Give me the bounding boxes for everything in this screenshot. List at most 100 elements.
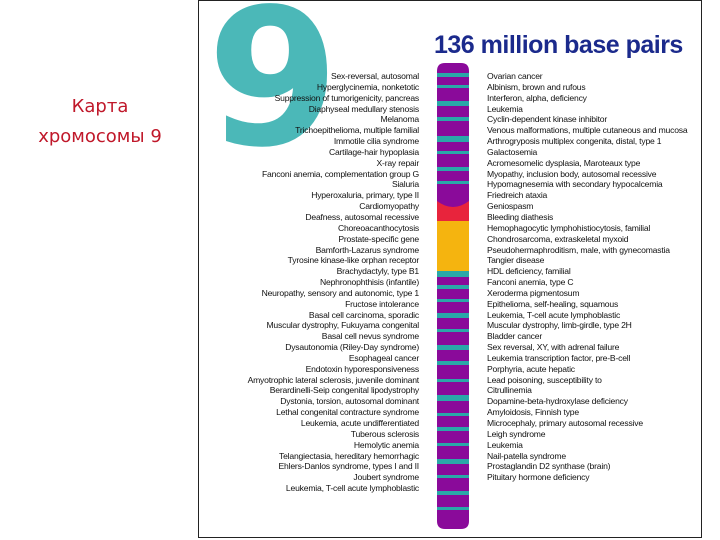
right-disease-label: Pseudohermaphroditism, male, with gyneco… <box>487 244 670 255</box>
left-disease-list: Sex-reversal, autosomal Hyperglycinemia, … <box>247 71 420 494</box>
left-disease-label: Hemolytic anemia <box>353 439 419 450</box>
band <box>437 285 469 289</box>
right-disease-label: Lead poisoning, susceptibility to <box>487 374 602 385</box>
right-disease-label: Hemophagocytic lymphohistiocytosis, fami… <box>487 222 651 233</box>
left-disease-label: Nephronophthisis (infantile) <box>319 277 419 288</box>
band <box>437 345 469 350</box>
left-disease-label: Muscular dystrophy, Fukuyama congenital <box>266 320 419 331</box>
left-disease-label: Brachydactyly, type B1 <box>336 266 420 277</box>
right-disease-label: HDL deficiency, familial <box>487 266 571 277</box>
right-disease-label: Leukemia <box>487 103 523 114</box>
slide-title-line2: хромосомы 9 <box>38 126 162 147</box>
right-disease-label: Interferon, alpha, deficiency <box>487 92 587 103</box>
right-disease-label: Epithelioma, self-healing, squamous <box>487 298 619 309</box>
right-disease-label: Sex reversal, XY, with adrenal failure <box>487 342 620 353</box>
band <box>437 117 469 121</box>
left-disease-label: Esophageal cancer <box>348 352 419 363</box>
right-disease-label: Xeroderma pigmentosum <box>487 287 580 298</box>
left-disease-label: Ehlers-Danlos syndrome, types I and II <box>278 461 420 472</box>
band <box>437 313 469 318</box>
left-disease-label: X-ray repair <box>376 157 420 168</box>
left-disease-label: Suppression of tumorigenicity, pancreas <box>274 92 420 103</box>
right-disease-label: Porphyria, acute hepatic <box>487 363 575 374</box>
left-disease-label: Cardiomyopathy <box>359 201 419 212</box>
right-disease-label: Dopamine-beta-hydroxylase deficiency <box>487 396 628 407</box>
right-disease-label: Galactosemia <box>487 146 538 157</box>
band <box>437 395 469 401</box>
chromosome-number: 9 <box>207 0 340 189</box>
right-disease-label: Leigh syndrome <box>487 428 546 439</box>
band <box>437 491 469 495</box>
band <box>437 271 469 277</box>
band <box>437 181 469 184</box>
left-disease-label: Lethal congenital contracture syndrome <box>276 407 419 418</box>
left-disease-label: Joubert syndrome <box>353 472 419 483</box>
right-disease-label: Citrullinemia <box>487 385 532 396</box>
band <box>437 459 469 464</box>
right-disease-label: Acromesomelic dysplasia, Maroteaux type <box>487 157 641 168</box>
right-disease-label: Bleeding diathesis <box>487 211 554 222</box>
right-disease-label: Venous malformations, multiple cutaneous… <box>487 125 688 136</box>
right-disease-label: Microcephaly, primary autosomal recessiv… <box>487 418 643 428</box>
base-pairs-title: 136 million base pairs <box>434 31 683 59</box>
left-disease-label: Amyotrophic lateral sclerosis, juvenile … <box>247 374 420 385</box>
band <box>437 299 469 302</box>
chromosome-bands <box>437 73 469 510</box>
left-disease-label: Tuberous sclerosis <box>350 428 419 439</box>
band <box>437 507 469 510</box>
right-disease-label: Myopathy, inclusion body, autosomal rece… <box>487 168 657 179</box>
left-disease-label: Tyrosine kinase-like orphan receptor <box>287 255 420 266</box>
left-disease-label: Sialuria <box>391 179 419 190</box>
left-disease-label: Trichoepithelioma, multiple familial <box>295 125 419 136</box>
right-disease-label: Pituitary hormone deficiency <box>487 472 590 483</box>
left-disease-label: Sex-reversal, autosomal <box>330 71 419 81</box>
right-disease-label: Leukemia transcription factor, pre-B-cel… <box>487 352 631 363</box>
right-disease-label: Tangier disease <box>487 255 545 266</box>
left-disease-label: Hyperoxaluria, primary, type II <box>311 190 419 201</box>
left-disease-label: Fanconi anemia, complementation group G <box>261 168 419 179</box>
left-disease-label: Hyperglycinemia, nonketotic <box>316 81 419 92</box>
right-disease-label: Fanconi anemia, type C <box>487 277 574 288</box>
left-disease-label: Basal cell nevus syndrome <box>321 331 419 342</box>
right-disease-label: Bladder cancer <box>487 331 543 342</box>
left-disease-label: Dystonia, torsion, autosomal dominant <box>280 396 419 407</box>
left-disease-label: Telangiectasia, hereditary hemorrhagic <box>278 450 419 461</box>
band <box>437 443 469 446</box>
right-disease-label: Ovarian cancer <box>487 71 543 81</box>
band <box>437 85 469 88</box>
right-disease-list: Ovarian cancer Albinism, brown and rufous… <box>487 71 688 483</box>
right-disease-label: Amyloidosis, Finnish type <box>487 407 579 418</box>
left-disease-label: Dysautonomia (Riley-Day syndrome) <box>285 342 419 353</box>
left-disease-label: Diaphyseal medullary stenosis <box>308 103 419 114</box>
left-disease-label: Leukemia, T-cell acute lymphoblastic <box>285 483 419 494</box>
right-disease-label: Friedreich ataxia <box>487 190 548 201</box>
left-disease-label: Deafness, autosomal recessive <box>305 211 419 222</box>
right-disease-label: Geniospasm <box>487 201 534 212</box>
left-disease-label: Berardinelli-Seip congenital lipodystrop… <box>269 385 419 396</box>
left-disease-label: Bamforth-Lazarus syndrome <box>315 244 420 255</box>
band <box>437 361 469 365</box>
right-disease-label: Chondrosarcoma, extraskeletal myxoid <box>487 233 629 244</box>
band <box>437 151 469 154</box>
band <box>437 329 469 332</box>
band <box>437 167 469 171</box>
right-disease-label: Leukemia, T-cell acute lymphoblastic <box>487 309 621 320</box>
band <box>437 101 469 106</box>
left-disease-label: Immotile cilia syndrome <box>333 136 419 147</box>
right-disease-label: Albinism, brown and rufous <box>487 81 586 92</box>
right-disease-label: Cyclin-dependent kinase inhibitor <box>487 114 607 125</box>
left-disease-label: Choreoacanthocytosis <box>337 222 419 233</box>
band <box>437 73 469 77</box>
right-disease-label: Muscular dystrophy, limb-girdle, type 2H <box>487 320 632 331</box>
chromosome-ideogram <box>437 63 469 529</box>
right-disease-label: Leukemia <box>487 439 523 450</box>
right-disease-label: Prostaglandin D2 synthase (brain) <box>487 461 611 472</box>
chromosome-map-panel: 9 136 million base pairs Sex-reversal, a… <box>198 0 702 538</box>
band <box>437 413 469 416</box>
band <box>437 379 469 382</box>
slide-title-line1: Карта <box>71 96 129 117</box>
heterochromatin-block <box>437 221 469 271</box>
left-disease-label: Fructose intolerance <box>345 298 419 309</box>
left-disease-label: Neuropathy, sensory and autonomic, type … <box>261 287 420 298</box>
left-disease-label: Melanoma <box>380 114 419 125</box>
